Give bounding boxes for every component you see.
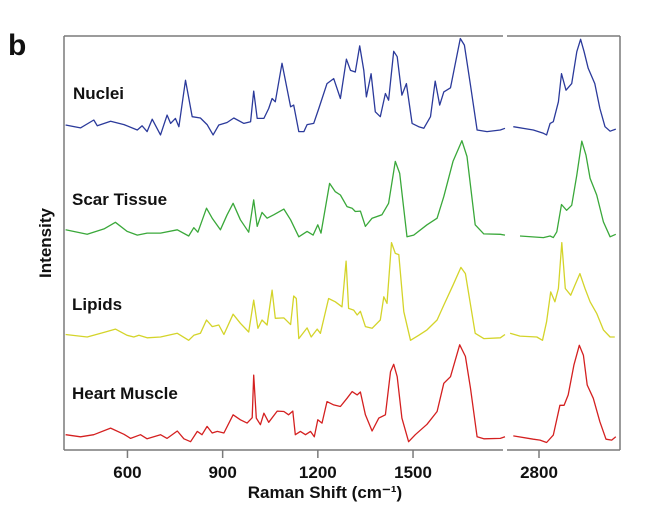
plot-frame (63, 35, 621, 451)
panel-label: b (8, 29, 26, 62)
lipids-spectrum-high-wavenumber (509, 241, 615, 341)
scar-tissue-series-label: Scar Tissue (72, 190, 167, 209)
nuclei-series-label: Nuclei (73, 84, 124, 103)
lipids-series-label: Lipids (72, 295, 122, 314)
x-tick-label: 1500 (394, 463, 432, 482)
heart-muscle-spectrum-fingerprint (65, 344, 506, 443)
scar-tissue-spectrum-fingerprint (65, 140, 506, 238)
nuclei-spectrum-high-wavenumber (513, 38, 617, 136)
y-axis-label: Intensity (36, 208, 55, 278)
x-tick-label: 900 (208, 463, 236, 482)
x-axis-label: Raman Shift (cm⁻¹) (248, 483, 402, 502)
x-tick-label: 1200 (299, 463, 337, 482)
heart-muscle-spectrum-high-wavenumber (513, 344, 617, 444)
heart-muscle-series-label: Heart Muscle (72, 384, 178, 403)
x-tick-label: 2800 (520, 463, 558, 482)
x-tick-label: 600 (113, 463, 141, 482)
nuclei-spectrum-fingerprint (65, 37, 506, 136)
lipids-spectrum-fingerprint (65, 241, 506, 341)
scar-tissue-spectrum-high-wavenumber (519, 140, 617, 239)
